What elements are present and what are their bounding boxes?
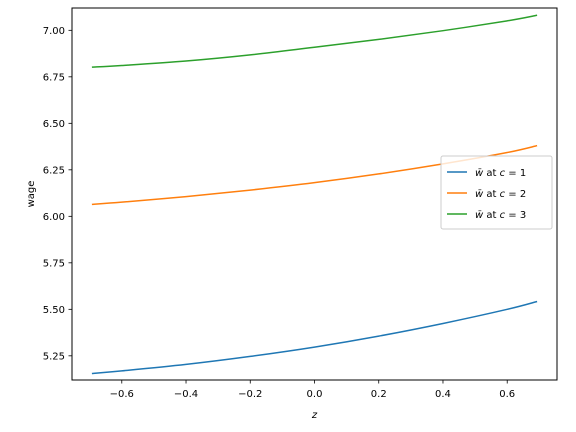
y-tick-label: 6.50 bbox=[43, 119, 65, 130]
legend-label-3: w̄ at c = 3 bbox=[475, 210, 526, 221]
y-tick-label: 6.00 bbox=[43, 212, 65, 223]
y-tick-label: 5.25 bbox=[43, 351, 65, 362]
legend-label-1: w̄ at c = 1 bbox=[475, 168, 526, 179]
series-line-3 bbox=[91, 14, 538, 68]
y-tick-label: 5.50 bbox=[43, 305, 65, 316]
y-tick-label: 5.75 bbox=[43, 258, 65, 269]
x-tick-label: 0.0 bbox=[307, 389, 323, 400]
x-axis-ticks: −0.6 −0.4 −0.2 0.0 0.2 0.4 0.6 bbox=[110, 380, 515, 400]
y-axis-ticks: 5.25 5.50 5.75 6.00 6.25 6.50 6.75 7.00 bbox=[43, 26, 72, 362]
series-line-1 bbox=[91, 300, 538, 375]
y-tick-label: 6.25 bbox=[43, 165, 65, 176]
legend-label-2: w̄ at c = 2 bbox=[475, 189, 526, 200]
x-tick-label: 0.6 bbox=[499, 389, 515, 400]
y-axis-label: wage bbox=[26, 181, 37, 208]
y-tick-label: 6.75 bbox=[43, 72, 65, 83]
legend-box bbox=[440, 155, 553, 230]
x-tick-label: 0.4 bbox=[435, 389, 451, 400]
x-tick-label: 0.2 bbox=[371, 389, 387, 400]
x-tick-label: −0.4 bbox=[174, 389, 198, 400]
x-tick-label: −0.2 bbox=[238, 389, 262, 400]
x-axis-label: z bbox=[311, 410, 318, 421]
plot-frame bbox=[71, 7, 558, 381]
legend: w̄ at c = 1 w̄ at c = 2 w̄ at c = 3 bbox=[440, 155, 553, 230]
y-tick-label: 7.00 bbox=[43, 26, 65, 37]
x-tick-label: −0.6 bbox=[110, 389, 134, 400]
